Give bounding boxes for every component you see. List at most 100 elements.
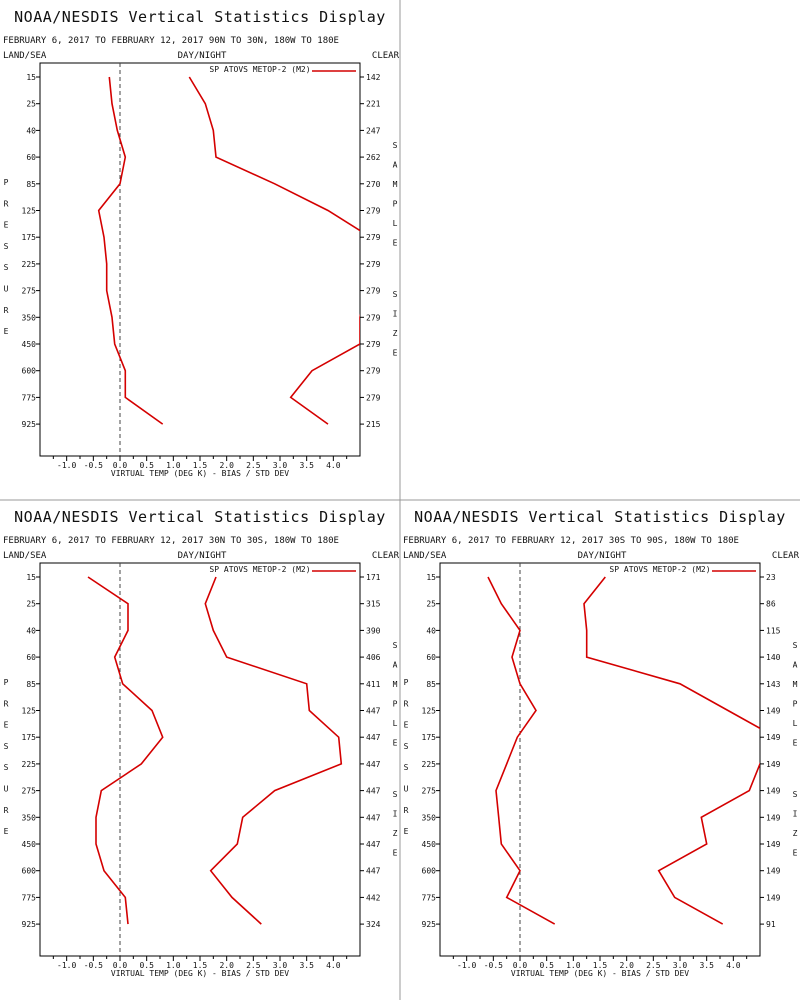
sample-size-label: 149: [766, 733, 781, 742]
sample-size-label: 149: [766, 813, 781, 822]
x-tick-label: 4.0: [726, 961, 741, 970]
x-tick-label: -1.0: [57, 461, 76, 470]
sample-size-label: 142: [366, 73, 381, 82]
sample-size-label: 447: [366, 760, 381, 769]
sample-size-axis-letter: I: [393, 810, 398, 819]
x-tick-label: 4.0: [326, 461, 341, 470]
plot-frame: [439, 562, 761, 957]
pressure-tick-label: 450: [22, 340, 37, 349]
pressure-tick-label: 275: [22, 787, 37, 796]
sample-size-label: 279: [366, 340, 381, 349]
clear-label: CLEAR: [372, 51, 400, 61]
sample-size-label: 279: [366, 393, 381, 402]
x-tick-label: 1.5: [193, 461, 208, 470]
sample-size-label: 171: [366, 573, 381, 582]
x-tick-label: 2.5: [246, 961, 261, 970]
x-tick-label: 2.0: [219, 461, 234, 470]
land-sea-label: LAND/SEA: [403, 551, 447, 561]
sample-size-label: 279: [366, 260, 381, 269]
panel-3: NOAA/NESDIS Vertical Statistics Display F…: [403, 508, 800, 978]
pressure-tick-label: 775: [22, 893, 37, 902]
x-tick-label: 1.0: [566, 961, 581, 970]
pressure-tick-label: 125: [422, 707, 437, 716]
pressure-tick-label: 925: [22, 920, 37, 929]
pressure-axis-letter: P: [4, 178, 9, 187]
x-tick-label: 0.0: [513, 961, 528, 970]
sample-size-axis-letter: E: [393, 239, 398, 248]
sample-size-label: 442: [366, 893, 381, 902]
pressure-axis-letter: R: [4, 699, 9, 708]
pressure-tick-label: 600: [22, 367, 37, 376]
sample-size-label: 279: [366, 313, 381, 322]
std-line: [583, 576, 760, 925]
sample-size-axis-letter: S: [793, 641, 798, 650]
panel-subtitle: FEBRUARY 6, 2017 TO FEBRUARY 12, 2017 30…: [3, 536, 339, 546]
sample-size-label: 279: [366, 233, 381, 242]
sample-size-label: 143: [766, 680, 781, 689]
pressure-axis-letter: U: [4, 285, 9, 294]
pressure-axis-letter: S: [4, 242, 9, 251]
x-axis-label: VIRTUAL TEMP (DEG K) - BIAS / STD DEV: [511, 969, 689, 978]
sample-size-axis-letter: Z: [393, 829, 398, 838]
sample-size-label: 447: [366, 707, 381, 716]
pressure-tick-label: 15: [26, 573, 36, 582]
sample-size-axis-letter: P: [393, 700, 398, 709]
sample-size-label: 411: [366, 680, 381, 689]
sample-size-axis-letter: A: [393, 161, 398, 170]
x-tick-label: 1.5: [593, 961, 608, 970]
pressure-tick-label: 125: [22, 207, 37, 216]
x-tick-label: 1.5: [193, 961, 208, 970]
sample-size-label: 149: [766, 707, 781, 716]
plot-frame: [39, 62, 361, 457]
sample-size-axis-letter: Z: [393, 329, 398, 338]
pressure-tick-label: 775: [422, 893, 437, 902]
legend-label: SP ATOVS METOP-2 (M2): [609, 565, 710, 574]
sample-size-label: 115: [766, 626, 781, 635]
x-tick-label: 1.0: [166, 961, 181, 970]
sample-size-label: 279: [366, 207, 381, 216]
x-tick-label: -0.5: [484, 961, 503, 970]
pressure-tick-label: 15: [426, 573, 436, 582]
sample-size-axis-letter: L: [393, 219, 398, 228]
pressure-axis-letter: S: [404, 763, 409, 772]
pressure-tick-label: 40: [426, 626, 436, 635]
x-tick-label: 3.0: [673, 961, 688, 970]
sample-size-label: 149: [766, 760, 781, 769]
x-tick-label: 2.5: [246, 461, 261, 470]
sample-size-axis-letter: I: [793, 810, 798, 819]
sample-size-axis-letter: E: [393, 739, 398, 748]
pressure-axis-letter: R: [404, 806, 409, 815]
pressure-tick-label: 85: [426, 680, 436, 689]
x-tick-label: 3.0: [273, 961, 288, 970]
sample-size-label: 149: [766, 867, 781, 876]
pressure-axis-letter: E: [4, 221, 9, 230]
x-tick-label: 0.5: [139, 461, 154, 470]
sample-size-label: 149: [766, 840, 781, 849]
sample-size-label: 279: [366, 367, 381, 376]
sample-size-axis-letter: M: [393, 680, 398, 689]
pressure-tick-label: 350: [22, 313, 37, 322]
x-tick-label: 1.0: [166, 461, 181, 470]
sample-size-label: 279: [366, 287, 381, 296]
pressure-tick-label: 15: [26, 73, 36, 82]
sample-size-label: 447: [366, 787, 381, 796]
sample-size-label: 91: [766, 920, 776, 929]
pressure-tick-label: 775: [22, 393, 37, 402]
panel-title: NOAA/NESDIS Vertical Statistics Display: [414, 508, 786, 526]
pressure-tick-label: 925: [22, 420, 37, 429]
pressure-tick-label: 600: [22, 867, 37, 876]
sample-size-axis-letter: S: [393, 290, 398, 299]
sample-size-axis-letter: S: [393, 141, 398, 150]
pressure-tick-label: 600: [422, 867, 437, 876]
x-tick-label: 2.0: [219, 961, 234, 970]
clear-label: CLEAR: [772, 551, 800, 561]
x-tick-label: 4.0: [326, 961, 341, 970]
x-axis-label: VIRTUAL TEMP (DEG K) - BIAS / STD DEV: [111, 969, 289, 978]
x-tick-label: 2.5: [646, 961, 661, 970]
pressure-tick-label: 85: [26, 180, 36, 189]
clear-label: CLEAR: [372, 551, 400, 561]
land-sea-label: LAND/SEA: [3, 551, 47, 561]
sample-size-label: 149: [766, 893, 781, 902]
x-tick-label: -1.0: [457, 961, 476, 970]
sample-size-label: 315: [366, 600, 381, 609]
